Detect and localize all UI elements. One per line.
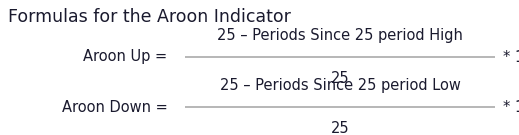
Text: 25 – Periods Since 25 period Low: 25 – Periods Since 25 period Low <box>220 78 460 93</box>
Text: Formulas for the Aroon Indicator: Formulas for the Aroon Indicator <box>8 8 291 26</box>
Text: 25: 25 <box>331 71 349 86</box>
Text: * 100: * 100 <box>503 99 519 114</box>
Text: * 100: * 100 <box>503 50 519 65</box>
Text: 25: 25 <box>331 121 349 135</box>
Text: 25 – Periods Since 25 period High: 25 – Periods Since 25 period High <box>217 28 463 43</box>
Text: Aroon Up =: Aroon Up = <box>83 50 172 65</box>
Text: Aroon Down =: Aroon Down = <box>62 99 172 114</box>
